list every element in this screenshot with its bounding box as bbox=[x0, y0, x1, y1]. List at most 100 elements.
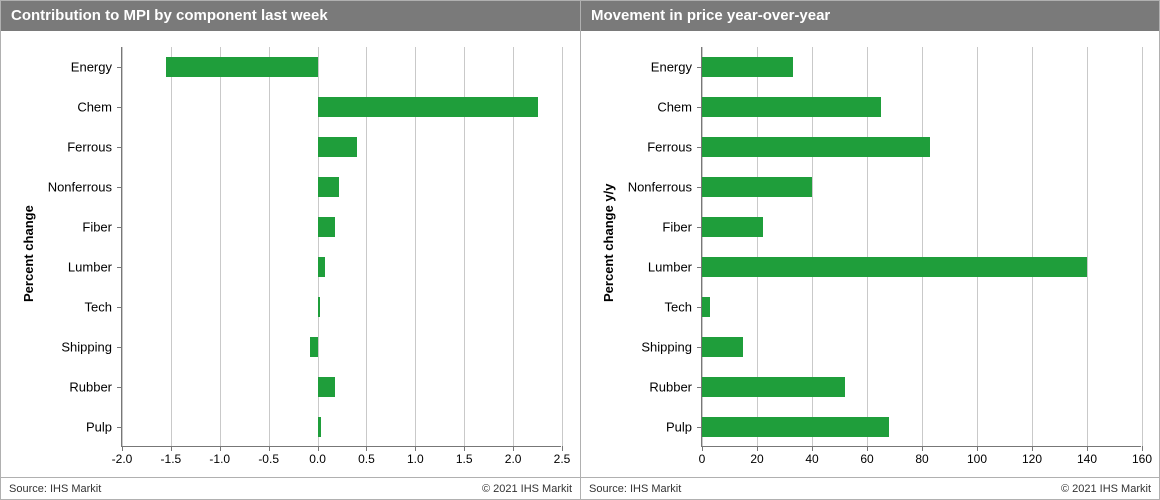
x-tick-mark bbox=[977, 446, 978, 451]
x-tick-label: 100 bbox=[967, 452, 987, 466]
left-footer: Source: IHS Markit © 2021 IHS Markit bbox=[1, 477, 580, 499]
x-tick-mark bbox=[757, 446, 758, 451]
x-tick-label: 60 bbox=[860, 452, 873, 466]
left-copyright: © 2021 IHS Markit bbox=[482, 483, 572, 495]
x-tick-mark bbox=[464, 446, 465, 451]
bar bbox=[318, 417, 322, 437]
x-tick-mark bbox=[122, 446, 123, 451]
x-tick-label: 40 bbox=[805, 452, 818, 466]
y-category-label: Ferrous bbox=[22, 140, 112, 155]
bar bbox=[702, 417, 889, 437]
right-y-axis-title: Percent change y/y bbox=[601, 184, 616, 303]
bar bbox=[318, 97, 538, 117]
y-category-label: Energy bbox=[22, 60, 112, 75]
x-tick-label: 0 bbox=[699, 452, 706, 466]
gridline bbox=[977, 47, 978, 446]
x-tick-label: 1.0 bbox=[407, 452, 424, 466]
x-tick-mark bbox=[702, 446, 703, 451]
y-category-label: Shipping bbox=[602, 340, 692, 355]
y-tick-mark bbox=[117, 347, 122, 348]
bar bbox=[702, 377, 845, 397]
right-plot-area: 020406080100120140160EnergyChemFerrousNo… bbox=[701, 47, 1141, 447]
bar bbox=[702, 137, 930, 157]
bar bbox=[702, 57, 793, 77]
x-tick-mark bbox=[171, 446, 172, 451]
bar bbox=[318, 257, 326, 277]
y-tick-mark bbox=[117, 147, 122, 148]
x-tick-mark bbox=[220, 446, 221, 451]
gridline bbox=[562, 47, 563, 446]
x-tick-mark bbox=[513, 446, 514, 451]
x-tick-label: 140 bbox=[1077, 452, 1097, 466]
x-tick-mark bbox=[269, 446, 270, 451]
bar bbox=[318, 217, 336, 237]
right-panel: Movement in price year-over-year 0204060… bbox=[580, 0, 1160, 500]
y-category-label: Shipping bbox=[22, 340, 112, 355]
gridline bbox=[1142, 47, 1143, 446]
left-panel: Contribution to MPI by component last we… bbox=[0, 0, 580, 500]
bar bbox=[702, 257, 1087, 277]
y-category-label: Energy bbox=[602, 60, 692, 75]
y-tick-mark bbox=[117, 387, 122, 388]
bar bbox=[318, 377, 336, 397]
x-tick-mark bbox=[415, 446, 416, 451]
x-tick-label: -1.5 bbox=[161, 452, 182, 466]
gridline bbox=[171, 47, 172, 446]
left-source: Source: IHS Markit bbox=[9, 483, 101, 495]
x-tick-mark bbox=[366, 446, 367, 451]
y-tick-mark bbox=[117, 307, 122, 308]
right-source: Source: IHS Markit bbox=[589, 483, 681, 495]
x-tick-label: 1.5 bbox=[456, 452, 473, 466]
y-category-label: Nonferrous bbox=[22, 180, 112, 195]
x-tick-label: -0.5 bbox=[258, 452, 279, 466]
x-tick-label: 120 bbox=[1022, 452, 1042, 466]
x-tick-label: 2.5 bbox=[554, 452, 571, 466]
bar bbox=[318, 137, 357, 157]
bar bbox=[318, 177, 340, 197]
y-tick-mark bbox=[117, 267, 122, 268]
gridline bbox=[1032, 47, 1033, 446]
y-tick-mark bbox=[117, 107, 122, 108]
bar bbox=[702, 337, 743, 357]
x-tick-mark bbox=[812, 446, 813, 451]
left-plot-area: -2.0-1.5-1.0-0.50.00.51.01.52.02.5Energy… bbox=[121, 47, 561, 447]
gridline bbox=[269, 47, 270, 446]
x-tick-label: 20 bbox=[750, 452, 763, 466]
x-tick-mark bbox=[562, 446, 563, 451]
x-tick-label: 160 bbox=[1132, 452, 1152, 466]
x-tick-label: -1.0 bbox=[209, 452, 230, 466]
bar bbox=[310, 337, 318, 357]
gridline bbox=[1087, 47, 1088, 446]
right-copyright: © 2021 IHS Markit bbox=[1061, 483, 1151, 495]
bar bbox=[318, 297, 321, 317]
y-tick-mark bbox=[117, 227, 122, 228]
x-tick-mark bbox=[318, 446, 319, 451]
y-category-label: Chem bbox=[602, 100, 692, 115]
x-tick-mark bbox=[1032, 446, 1033, 451]
gridline bbox=[122, 47, 123, 446]
x-tick-label: 0.5 bbox=[358, 452, 375, 466]
x-tick-label: 80 bbox=[915, 452, 928, 466]
y-category-label: Rubber bbox=[22, 380, 112, 395]
y-category-label: Rubber bbox=[602, 380, 692, 395]
right-title: Movement in price year-over-year bbox=[581, 1, 1159, 31]
y-tick-mark bbox=[117, 427, 122, 428]
bar bbox=[702, 97, 881, 117]
y-category-label: Chem bbox=[22, 100, 112, 115]
x-tick-mark bbox=[867, 446, 868, 451]
x-tick-mark bbox=[922, 446, 923, 451]
y-tick-mark bbox=[117, 67, 122, 68]
gridline bbox=[220, 47, 221, 446]
left-y-axis-title: Percent change bbox=[21, 205, 36, 302]
x-tick-mark bbox=[1142, 446, 1143, 451]
x-tick-mark bbox=[1087, 446, 1088, 451]
x-tick-label: 0.0 bbox=[309, 452, 326, 466]
y-category-label: Pulp bbox=[602, 420, 692, 435]
right-footer: Source: IHS Markit © 2021 IHS Markit bbox=[581, 477, 1159, 499]
gridline bbox=[922, 47, 923, 446]
bar bbox=[166, 57, 318, 77]
bar bbox=[702, 297, 710, 317]
x-tick-label: 2.0 bbox=[505, 452, 522, 466]
x-tick-label: -2.0 bbox=[112, 452, 133, 466]
bar bbox=[702, 177, 812, 197]
